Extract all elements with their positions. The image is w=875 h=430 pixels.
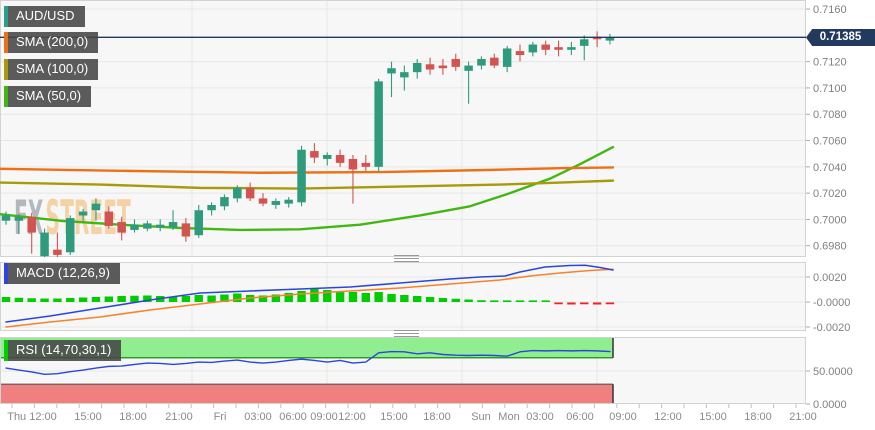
- symbol-chip[interactable]: AUD/USD: [4, 6, 85, 27]
- svg-text:Thu 12:00: Thu 12:00: [7, 411, 57, 423]
- svg-text:Mon: Mon: [498, 411, 519, 423]
- svg-text:21:00: 21:00: [165, 411, 193, 423]
- sma-100-chip[interactable]: SMA (100,0): [4, 59, 99, 80]
- svg-text:0.7000: 0.7000: [813, 214, 847, 226]
- svg-text:0.0000: 0.0000: [813, 399, 847, 411]
- svg-text:0.6980: 0.6980: [813, 241, 847, 253]
- svg-text:15:00: 15:00: [699, 411, 727, 423]
- price-series: [0, 31, 615, 257]
- svg-text:03:00: 03:00: [526, 411, 554, 423]
- macd-histogram: [1, 289, 615, 305]
- macd-chip[interactable]: MACD (12,26,9): [4, 263, 120, 284]
- svg-text:0.7120: 0.7120: [813, 57, 847, 69]
- pane-resize-grip-rsi[interactable]: [394, 330, 419, 338]
- svg-text:0.0020: 0.0020: [813, 272, 847, 284]
- svg-text:0.7100: 0.7100: [813, 83, 847, 95]
- svg-text:0.7020: 0.7020: [813, 188, 847, 200]
- svg-text:0.7040: 0.7040: [813, 162, 847, 174]
- svg-text:Sun: Sun: [471, 411, 491, 423]
- current-price-tag: 0.71385: [806, 29, 875, 46]
- svg-text:0.7160: 0.7160: [813, 4, 847, 16]
- svg-text:50.0000: 50.0000: [813, 366, 853, 378]
- svg-text:12:00: 12:00: [654, 411, 682, 423]
- svg-text:03:00: 03:00: [244, 411, 272, 423]
- svg-text:-0.0000: -0.0000: [813, 297, 850, 309]
- svg-text:06:00: 06:00: [566, 411, 594, 423]
- svg-text:18:00: 18:00: [744, 411, 772, 423]
- svg-text:15:00: 15:00: [74, 411, 102, 423]
- svg-text:06:00: 06:00: [279, 411, 307, 423]
- pane-resize-grip-macd[interactable]: [394, 255, 419, 263]
- rsi-chip[interactable]: RSI (14,70,30,1): [4, 340, 122, 361]
- svg-text:18:00: 18:00: [423, 411, 451, 423]
- chart-axes: 0.7160 0.7120 0.7100 0.7080 0.7060 0.7040 0.70…: [7, 4, 853, 423]
- sma-50-chip[interactable]: SMA (50,0): [4, 86, 92, 107]
- svg-text:18:00: 18:00: [119, 411, 147, 423]
- sma-200-chip[interactable]: SMA (200,0): [4, 32, 99, 53]
- svg-text:-0.0020: -0.0020: [813, 322, 850, 334]
- svg-text:09:00: 09:00: [310, 411, 338, 423]
- svg-text:0.7080: 0.7080: [813, 109, 847, 121]
- svg-text:15:00: 15:00: [380, 411, 408, 423]
- svg-text:0.7060: 0.7060: [813, 136, 847, 148]
- svg-text:21:00: 21:00: [789, 411, 817, 423]
- chart-series: [0, 31, 806, 375]
- svg-text:09:00: 09:00: [609, 411, 637, 423]
- svg-text:Fri: Fri: [214, 411, 227, 423]
- svg-text:12:00: 12:00: [338, 411, 366, 423]
